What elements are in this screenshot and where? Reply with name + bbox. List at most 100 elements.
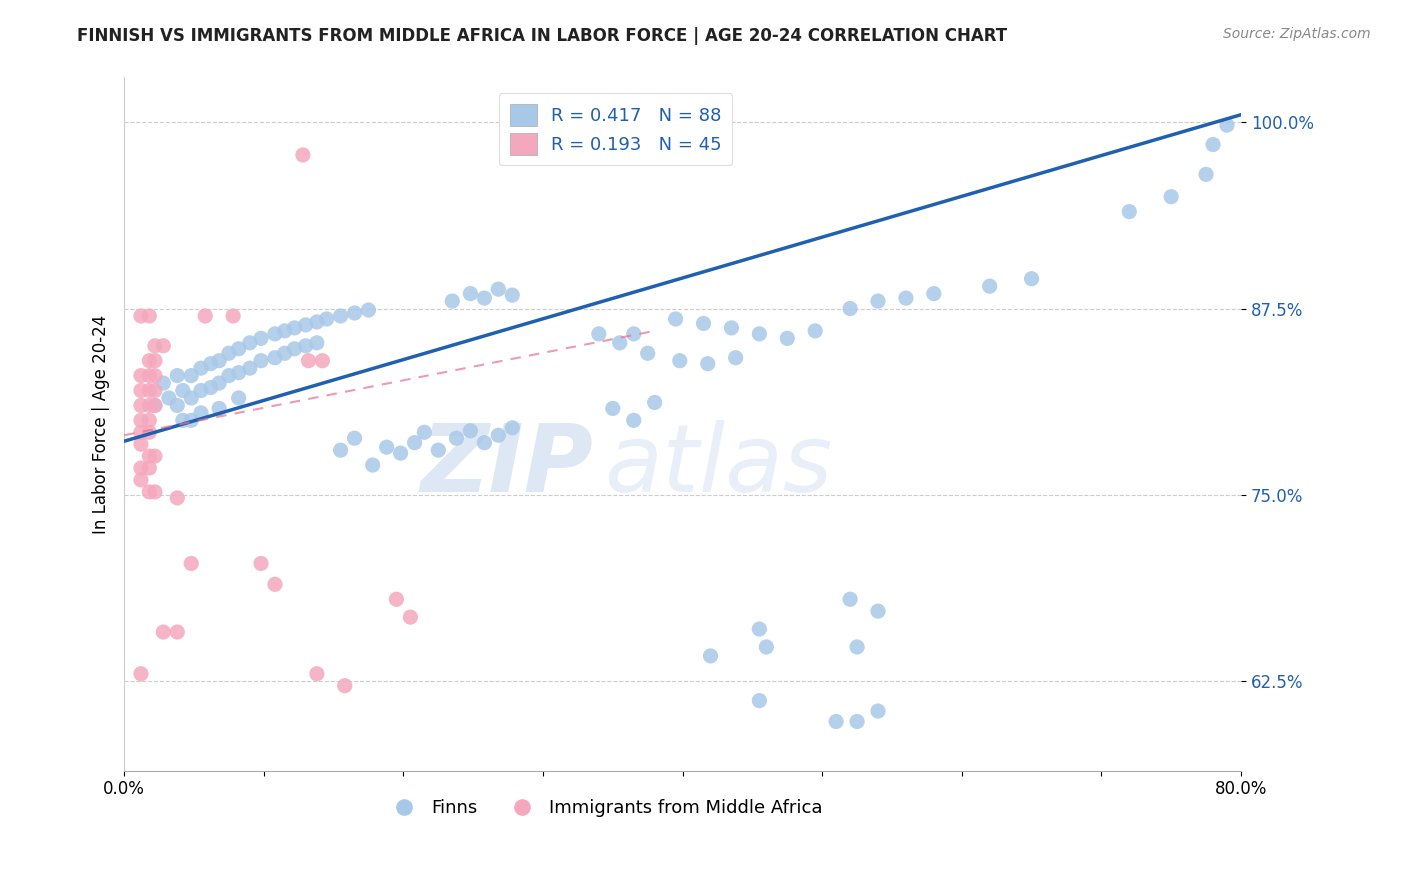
Point	[894, 291, 917, 305]
Text: atlas: atlas	[605, 420, 832, 511]
Point	[152, 625, 174, 640]
Point	[138, 309, 160, 323]
Y-axis label: In Labor Force | Age 20-24: In Labor Force | Age 20-24	[93, 315, 110, 533]
Point	[441, 294, 464, 309]
Point	[922, 286, 945, 301]
Point	[692, 317, 714, 331]
Point	[138, 353, 160, 368]
Point	[413, 425, 436, 440]
Point	[696, 357, 718, 371]
Point	[180, 391, 202, 405]
Point	[200, 380, 222, 394]
Point	[609, 335, 631, 350]
Point	[190, 361, 212, 376]
Point	[172, 413, 194, 427]
Point	[129, 473, 152, 487]
Point	[274, 346, 297, 360]
Point	[839, 301, 862, 316]
Point	[228, 391, 250, 405]
Point	[637, 346, 659, 360]
Point	[283, 321, 305, 335]
Point	[129, 384, 152, 398]
Point	[222, 309, 245, 323]
Point	[190, 406, 212, 420]
Point	[755, 640, 778, 654]
Point	[460, 286, 482, 301]
Point	[166, 399, 188, 413]
Point	[486, 428, 509, 442]
Point	[385, 592, 408, 607]
Point	[138, 368, 160, 383]
Point	[138, 413, 160, 427]
Text: ZIP: ZIP	[420, 419, 593, 512]
Point	[129, 425, 152, 440]
Point	[720, 321, 742, 335]
Point	[748, 622, 770, 636]
Point	[724, 351, 747, 365]
Point	[297, 353, 319, 368]
Point	[228, 366, 250, 380]
Point	[1160, 190, 1182, 204]
Point	[264, 351, 287, 365]
Point	[1216, 118, 1239, 132]
Point	[315, 312, 337, 326]
Point	[143, 368, 166, 383]
Point	[375, 440, 398, 454]
Point	[129, 368, 152, 383]
Point	[218, 346, 240, 360]
Point	[668, 353, 690, 368]
Point	[228, 342, 250, 356]
Point	[776, 331, 799, 345]
Point	[427, 443, 450, 458]
Point	[152, 339, 174, 353]
Point	[180, 413, 202, 427]
Point	[460, 424, 482, 438]
Point	[250, 557, 273, 571]
Point	[472, 435, 495, 450]
Point	[194, 309, 217, 323]
Point	[129, 437, 152, 451]
Point	[472, 291, 495, 305]
Point	[143, 449, 166, 463]
Point	[1118, 204, 1140, 219]
Point	[399, 610, 422, 624]
Point	[343, 306, 366, 320]
Point	[138, 399, 160, 413]
Point	[602, 401, 624, 416]
Point	[208, 353, 231, 368]
Point	[486, 282, 509, 296]
Point	[200, 357, 222, 371]
Point	[129, 309, 152, 323]
Point	[143, 399, 166, 413]
Point	[264, 326, 287, 341]
Point	[294, 339, 316, 353]
Point	[143, 339, 166, 353]
Point	[138, 384, 160, 398]
Text: FINNISH VS IMMIGRANTS FROM MIDDLE AFRICA IN LABOR FORCE | AGE 20-24 CORRELATION : FINNISH VS IMMIGRANTS FROM MIDDLE AFRICA…	[77, 27, 1008, 45]
Text: Source: ZipAtlas.com: Source: ZipAtlas.com	[1223, 27, 1371, 41]
Point	[250, 331, 273, 345]
Point	[839, 592, 862, 607]
Point	[152, 376, 174, 390]
Point	[748, 326, 770, 341]
Point	[866, 294, 889, 309]
Point	[138, 425, 160, 440]
Point	[404, 435, 426, 450]
Point	[283, 342, 305, 356]
Point	[143, 384, 166, 398]
Point	[274, 324, 297, 338]
Point	[804, 324, 827, 338]
Point	[291, 148, 314, 162]
Legend: Finns, Immigrants from Middle Africa: Finns, Immigrants from Middle Africa	[378, 791, 830, 824]
Point	[138, 449, 160, 463]
Point	[129, 461, 152, 475]
Point	[623, 413, 645, 427]
Point	[866, 704, 889, 718]
Point	[1202, 137, 1225, 152]
Point	[157, 391, 180, 405]
Point	[250, 353, 273, 368]
Point	[311, 353, 333, 368]
Point	[846, 640, 869, 654]
Point	[329, 443, 352, 458]
Point	[979, 279, 1001, 293]
